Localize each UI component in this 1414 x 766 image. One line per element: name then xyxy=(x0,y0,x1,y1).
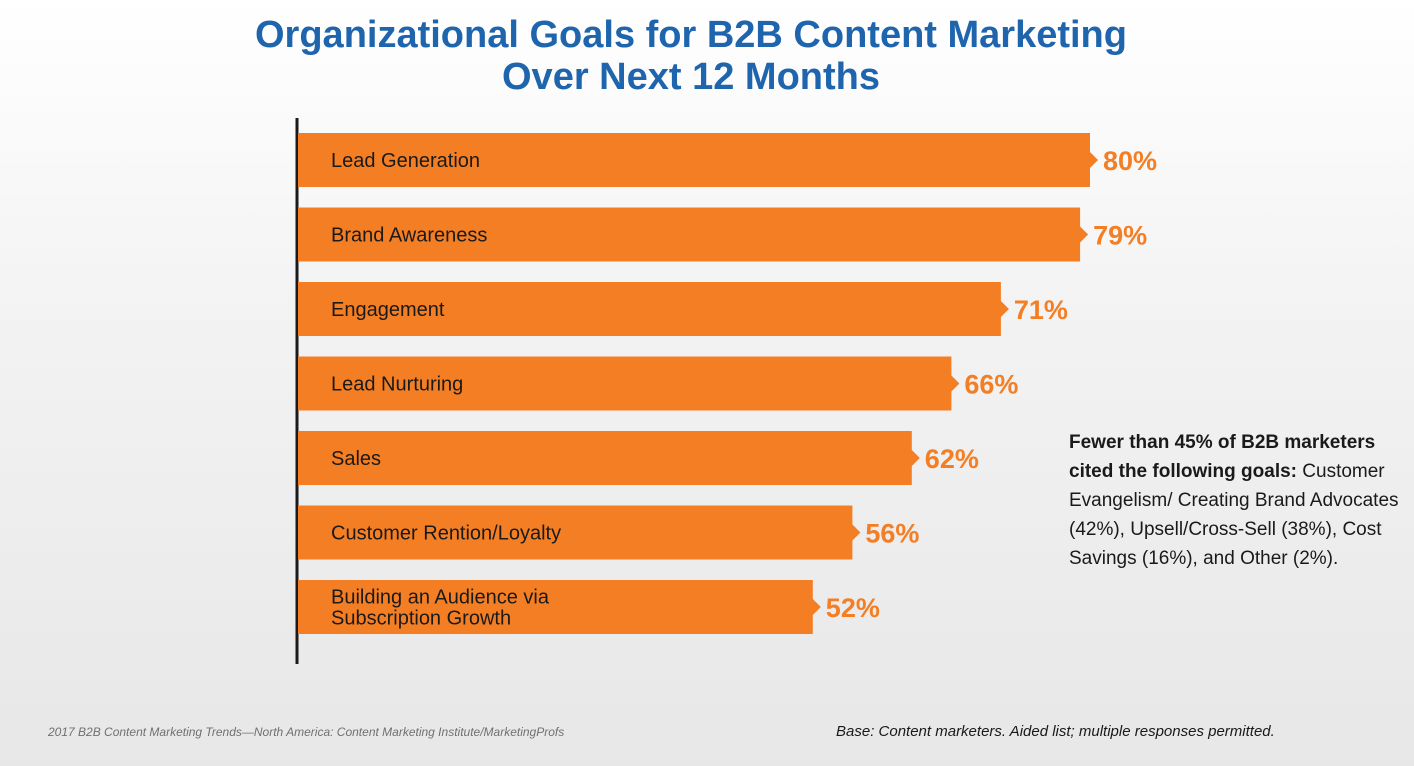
bar xyxy=(298,356,960,411)
bar-value-label: 52% xyxy=(826,593,880,623)
bar-value-label: 80% xyxy=(1103,146,1157,176)
bar-category-label: Sales xyxy=(331,448,381,470)
bar xyxy=(298,282,1009,336)
bar-category-label-line: Engagement xyxy=(331,299,445,321)
bar-category-label-line: Brand Awareness xyxy=(331,225,487,247)
bar-category-label: Customer Rention/Loyalty xyxy=(331,523,561,545)
bar-category-label: Lead Generation xyxy=(331,150,480,172)
bar-category-label-line: Subscription Growth xyxy=(331,608,511,630)
bar-category-label-line: Lead Nurturing xyxy=(331,374,463,396)
bar xyxy=(298,431,920,485)
bar-value-label: 62% xyxy=(925,444,979,474)
chart-title-line-2: Over Next 12 Months xyxy=(502,56,880,98)
bar-category-label: Engagement xyxy=(331,299,445,321)
bar-category-label-line: Building an Audience via xyxy=(331,587,550,609)
side-note-text: Customer Evangelism/ Creating Brand Advo… xyxy=(1069,461,1399,569)
bar-category-label: Lead Nurturing xyxy=(331,374,463,396)
side-note-bold: Fewer than 45% of B2B marketers cited th… xyxy=(1069,432,1376,482)
bar-category-label-line: Sales xyxy=(331,448,381,470)
bar xyxy=(298,207,1089,262)
bar-category-label-line: Lead Generation xyxy=(331,150,480,172)
bar-value-label: 79% xyxy=(1093,221,1147,251)
bar xyxy=(298,133,1098,187)
bar-value-label: 71% xyxy=(1014,295,1068,325)
source-footnote: 2017 B2B Content Marketing Trends—North … xyxy=(48,725,565,739)
base-footnote: Base: Content marketers. Aided list; mul… xyxy=(836,723,1275,740)
chart-title: Organizational Goals for B2B Content Mar… xyxy=(0,14,1382,98)
bar-category-label-line: Customer Rention/Loyalty xyxy=(331,523,561,545)
bar-category-label: Building an Audience via Subscription Gro… xyxy=(331,587,550,630)
side-note: Fewer than 45% of B2B marketers cited th… xyxy=(1069,428,1399,573)
bar-value-label: 56% xyxy=(865,519,919,549)
chart-title-line-1: Organizational Goals for B2B Content Mar… xyxy=(255,14,1127,56)
bar xyxy=(298,580,821,634)
bar xyxy=(298,505,861,560)
bar-category-label: Brand Awareness xyxy=(331,225,487,247)
bar-value-label: 66% xyxy=(964,370,1018,400)
